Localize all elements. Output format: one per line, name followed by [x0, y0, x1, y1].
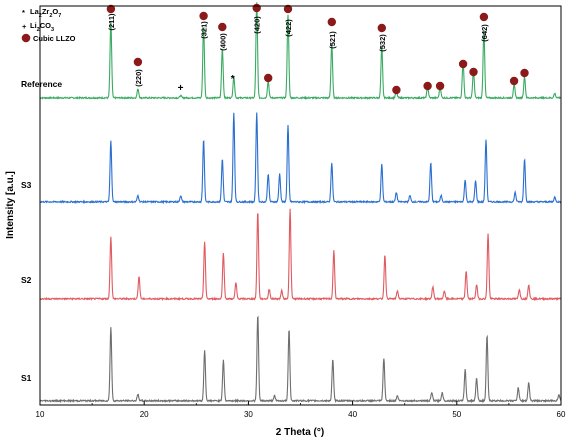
llzo-dot	[479, 12, 489, 22]
llzo-dot	[469, 67, 478, 77]
llzo-dot	[199, 11, 208, 21]
series-label-s1: S1	[21, 373, 32, 383]
llzo-dot	[264, 73, 273, 83]
x-tick-label: 10	[36, 410, 45, 419]
hkl-label: (642)	[480, 24, 489, 42]
series-label-s2: S2	[21, 275, 32, 285]
series-line-s1	[39, 315, 562, 404]
llzo-dot	[377, 23, 386, 33]
hkl-label: (521)	[328, 31, 337, 49]
llzo-dot	[106, 4, 116, 14]
series-layer: Reference S3 S2 S1	[21, 2, 562, 404]
series-label-reference: Reference	[21, 79, 62, 89]
x-ticks: 10 20 30 40 50 60	[36, 401, 566, 419]
llzo-dot	[392, 85, 401, 95]
llzo-dot	[509, 76, 519, 86]
llzo-dot	[133, 57, 143, 67]
series-line-s2	[39, 208, 562, 302]
llzo-dot	[252, 3, 261, 13]
legend-label: Li2CO3	[30, 21, 54, 33]
x-tick-label: 30	[244, 410, 253, 419]
x-tick-label: 50	[452, 410, 461, 419]
llzo-dot	[283, 4, 293, 14]
la2zr2o7-marker: *	[231, 74, 235, 85]
hkl-label: (220)	[134, 69, 143, 87]
hkl-label: (420)	[253, 16, 262, 34]
li2co3-marker: +	[178, 83, 184, 94]
series-line-reference	[39, 2, 562, 101]
y-axis-title: Intensity [a.u.]	[5, 171, 16, 239]
annotation-layer: (211) (220) (321) (400) (420) (422) (521) (532)…	[106, 3, 529, 95]
llzo-dot	[327, 17, 336, 27]
llzo-dot	[218, 22, 227, 32]
series-line-s3	[39, 112, 562, 205]
llzo-dot	[458, 59, 468, 69]
legend-symbol: *	[22, 8, 25, 17]
hkl-label: (211)	[107, 13, 116, 31]
llzo-dot	[520, 68, 529, 78]
x-tick-label: 20	[140, 410, 149, 419]
series-label-s3: S3	[21, 180, 32, 190]
legend-symbol: +	[22, 22, 27, 31]
hkl-label: (422)	[284, 19, 293, 37]
x-tick-label: 40	[348, 410, 357, 419]
legend-label: La2Zr2O7	[30, 7, 61, 19]
x-axis-title: 2 Theta (°)	[276, 427, 324, 438]
hkl-label: (400)	[218, 33, 227, 51]
legend-label-llzo: Cubic LLZO	[33, 34, 76, 43]
hkl-label: (321)	[200, 21, 209, 39]
llzo-dot	[435, 81, 445, 91]
legend-dot-icon	[21, 33, 31, 43]
hkl-label: (532)	[378, 34, 387, 52]
x-tick-label: 60	[557, 410, 566, 419]
llzo-dot	[423, 81, 432, 91]
